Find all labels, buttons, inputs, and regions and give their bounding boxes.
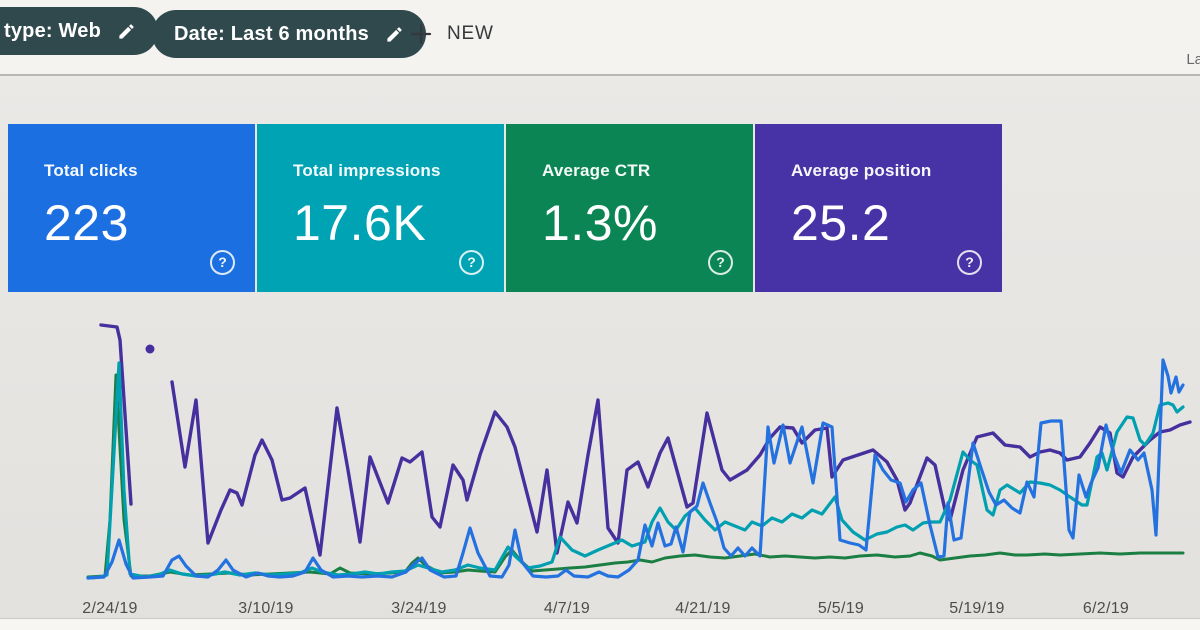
metric-card-label: Average position xyxy=(791,161,932,180)
new-filter-button[interactable]: NEW xyxy=(404,22,500,46)
metric-card-label: Average CTR xyxy=(542,161,651,180)
metric-card-label: Total impressions xyxy=(293,161,441,180)
metric-card-label: Total clicks xyxy=(44,161,138,180)
x-tick-label: 4/7/19 xyxy=(543,600,591,617)
top-right-cutoff-text: La xyxy=(1186,51,1200,68)
help-icon[interactable]: ? xyxy=(210,250,235,275)
series-point-average-position xyxy=(145,344,155,354)
series-line-average-position xyxy=(170,380,1192,557)
date-range-filter-chip[interactable]: Date: Last 6 months xyxy=(152,10,426,58)
metric-card-value: 25.2 xyxy=(791,195,891,251)
metric-card-total-clicks[interactable]: Total clicks 223 ? xyxy=(8,124,255,292)
series-line-clicks xyxy=(86,358,1185,580)
metric-card-total-impressions[interactable]: Total impressions 17.6K ? xyxy=(257,124,504,292)
x-tick-label: 6/2/19 xyxy=(1082,600,1130,617)
date-range-chip-label: Date: Last 6 months xyxy=(174,22,369,45)
metric-card-value: 1.3% xyxy=(542,195,658,251)
x-tick-label: 5/19/19 xyxy=(949,600,1005,617)
help-icon[interactable]: ? xyxy=(459,250,484,275)
series-line-ctr xyxy=(86,373,1185,579)
x-tick-label: 3/10/19 xyxy=(238,600,294,617)
metric-card-value: 17.6K xyxy=(293,195,427,251)
edit-pencil-icon xyxy=(119,23,134,39)
bottom-screen-edge-strip xyxy=(0,618,1200,630)
edit-pencil-icon xyxy=(387,26,402,42)
metric-card-average-ctr[interactable]: Average CTR 1.3% ? xyxy=(506,124,753,292)
search-type-chip-label: type: Web xyxy=(4,19,101,42)
top-toolbar: type: Web Date: Last 6 months NEW La xyxy=(0,0,1200,76)
search-type-filter-chip[interactable]: type: Web xyxy=(0,7,158,55)
x-tick-label: 4/21/19 xyxy=(675,600,731,617)
help-icon[interactable]: ? xyxy=(957,250,982,275)
metric-card-average-position[interactable]: Average position 25.2 ? xyxy=(755,124,1002,292)
help-icon[interactable]: ? xyxy=(708,250,733,275)
x-tick-label: 5/5/19 xyxy=(817,600,865,617)
series-line-impressions xyxy=(86,361,1185,580)
x-tick-label: 3/24/19 xyxy=(391,600,447,617)
plus-icon xyxy=(410,23,432,45)
new-button-label: NEW xyxy=(447,23,494,44)
series-line-average-position xyxy=(99,323,133,506)
metric-cards-row: Total clicks 223 ? Total impressions 17.… xyxy=(8,124,1002,292)
metric-card-value: 223 xyxy=(44,195,129,251)
x-tick-label: 2/24/19 xyxy=(82,600,138,617)
